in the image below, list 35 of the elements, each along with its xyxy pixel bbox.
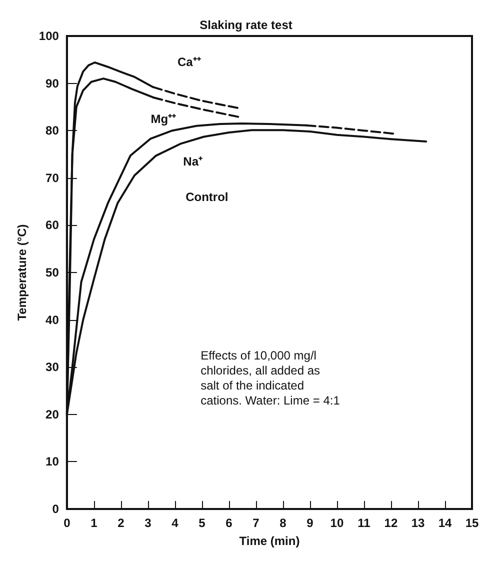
y-axis-title: Temperature (°C) xyxy=(15,224,29,321)
y-tick-label: 100 xyxy=(38,29,60,43)
annotation: Effects of 10,000 mg/l chlorides, all added as salt of the indicated cations. Water: Lime = 4:1 xyxy=(200,348,340,408)
x-tick-label: 11 xyxy=(358,516,371,530)
x-tick-label: 12 xyxy=(384,516,398,530)
y-tick-label: 10 xyxy=(46,454,60,469)
x-tick-label: 15 xyxy=(465,516,479,530)
x-tick-label: 1 xyxy=(90,516,98,530)
x-tick-label: 3 xyxy=(144,516,152,530)
y-tick-label: 90 xyxy=(46,76,60,90)
x-tick-label: 6 xyxy=(226,516,233,530)
x-tick-label: 9 xyxy=(306,516,314,530)
y-tick-label: 0 xyxy=(52,502,60,516)
y-tick-label: 40 xyxy=(46,312,60,327)
x-tick-label: 4 xyxy=(172,516,179,530)
x-tick-label: 14 xyxy=(438,516,452,530)
y-tick-label: 20 xyxy=(46,407,60,422)
annotation: Mg⁺⁺ xyxy=(150,112,176,126)
y-tick-label: 60 xyxy=(46,218,60,232)
x-tick-label: 10 xyxy=(330,516,344,530)
y-tick-label: 30 xyxy=(46,360,60,374)
annotation: Na⁺ xyxy=(183,154,203,168)
x-tick-label: 2 xyxy=(118,516,125,530)
annotation: Ca⁺⁺ xyxy=(178,55,201,70)
y-tick-label: 70 xyxy=(46,170,60,185)
x-tick-label: 0 xyxy=(64,516,71,530)
y-tick-label: 80 xyxy=(46,124,60,138)
x-tick-label: 13 xyxy=(411,516,425,530)
y-tick-label: 50 xyxy=(46,266,60,280)
chart-title: Slaking rate test xyxy=(200,18,292,32)
annotation: Control xyxy=(186,190,228,204)
x-tick-label: 8 xyxy=(280,516,287,530)
x-tick-label: 5 xyxy=(198,516,206,530)
x-axis-title: Time (min) xyxy=(239,534,300,548)
x-tick-label: 7 xyxy=(252,516,260,530)
